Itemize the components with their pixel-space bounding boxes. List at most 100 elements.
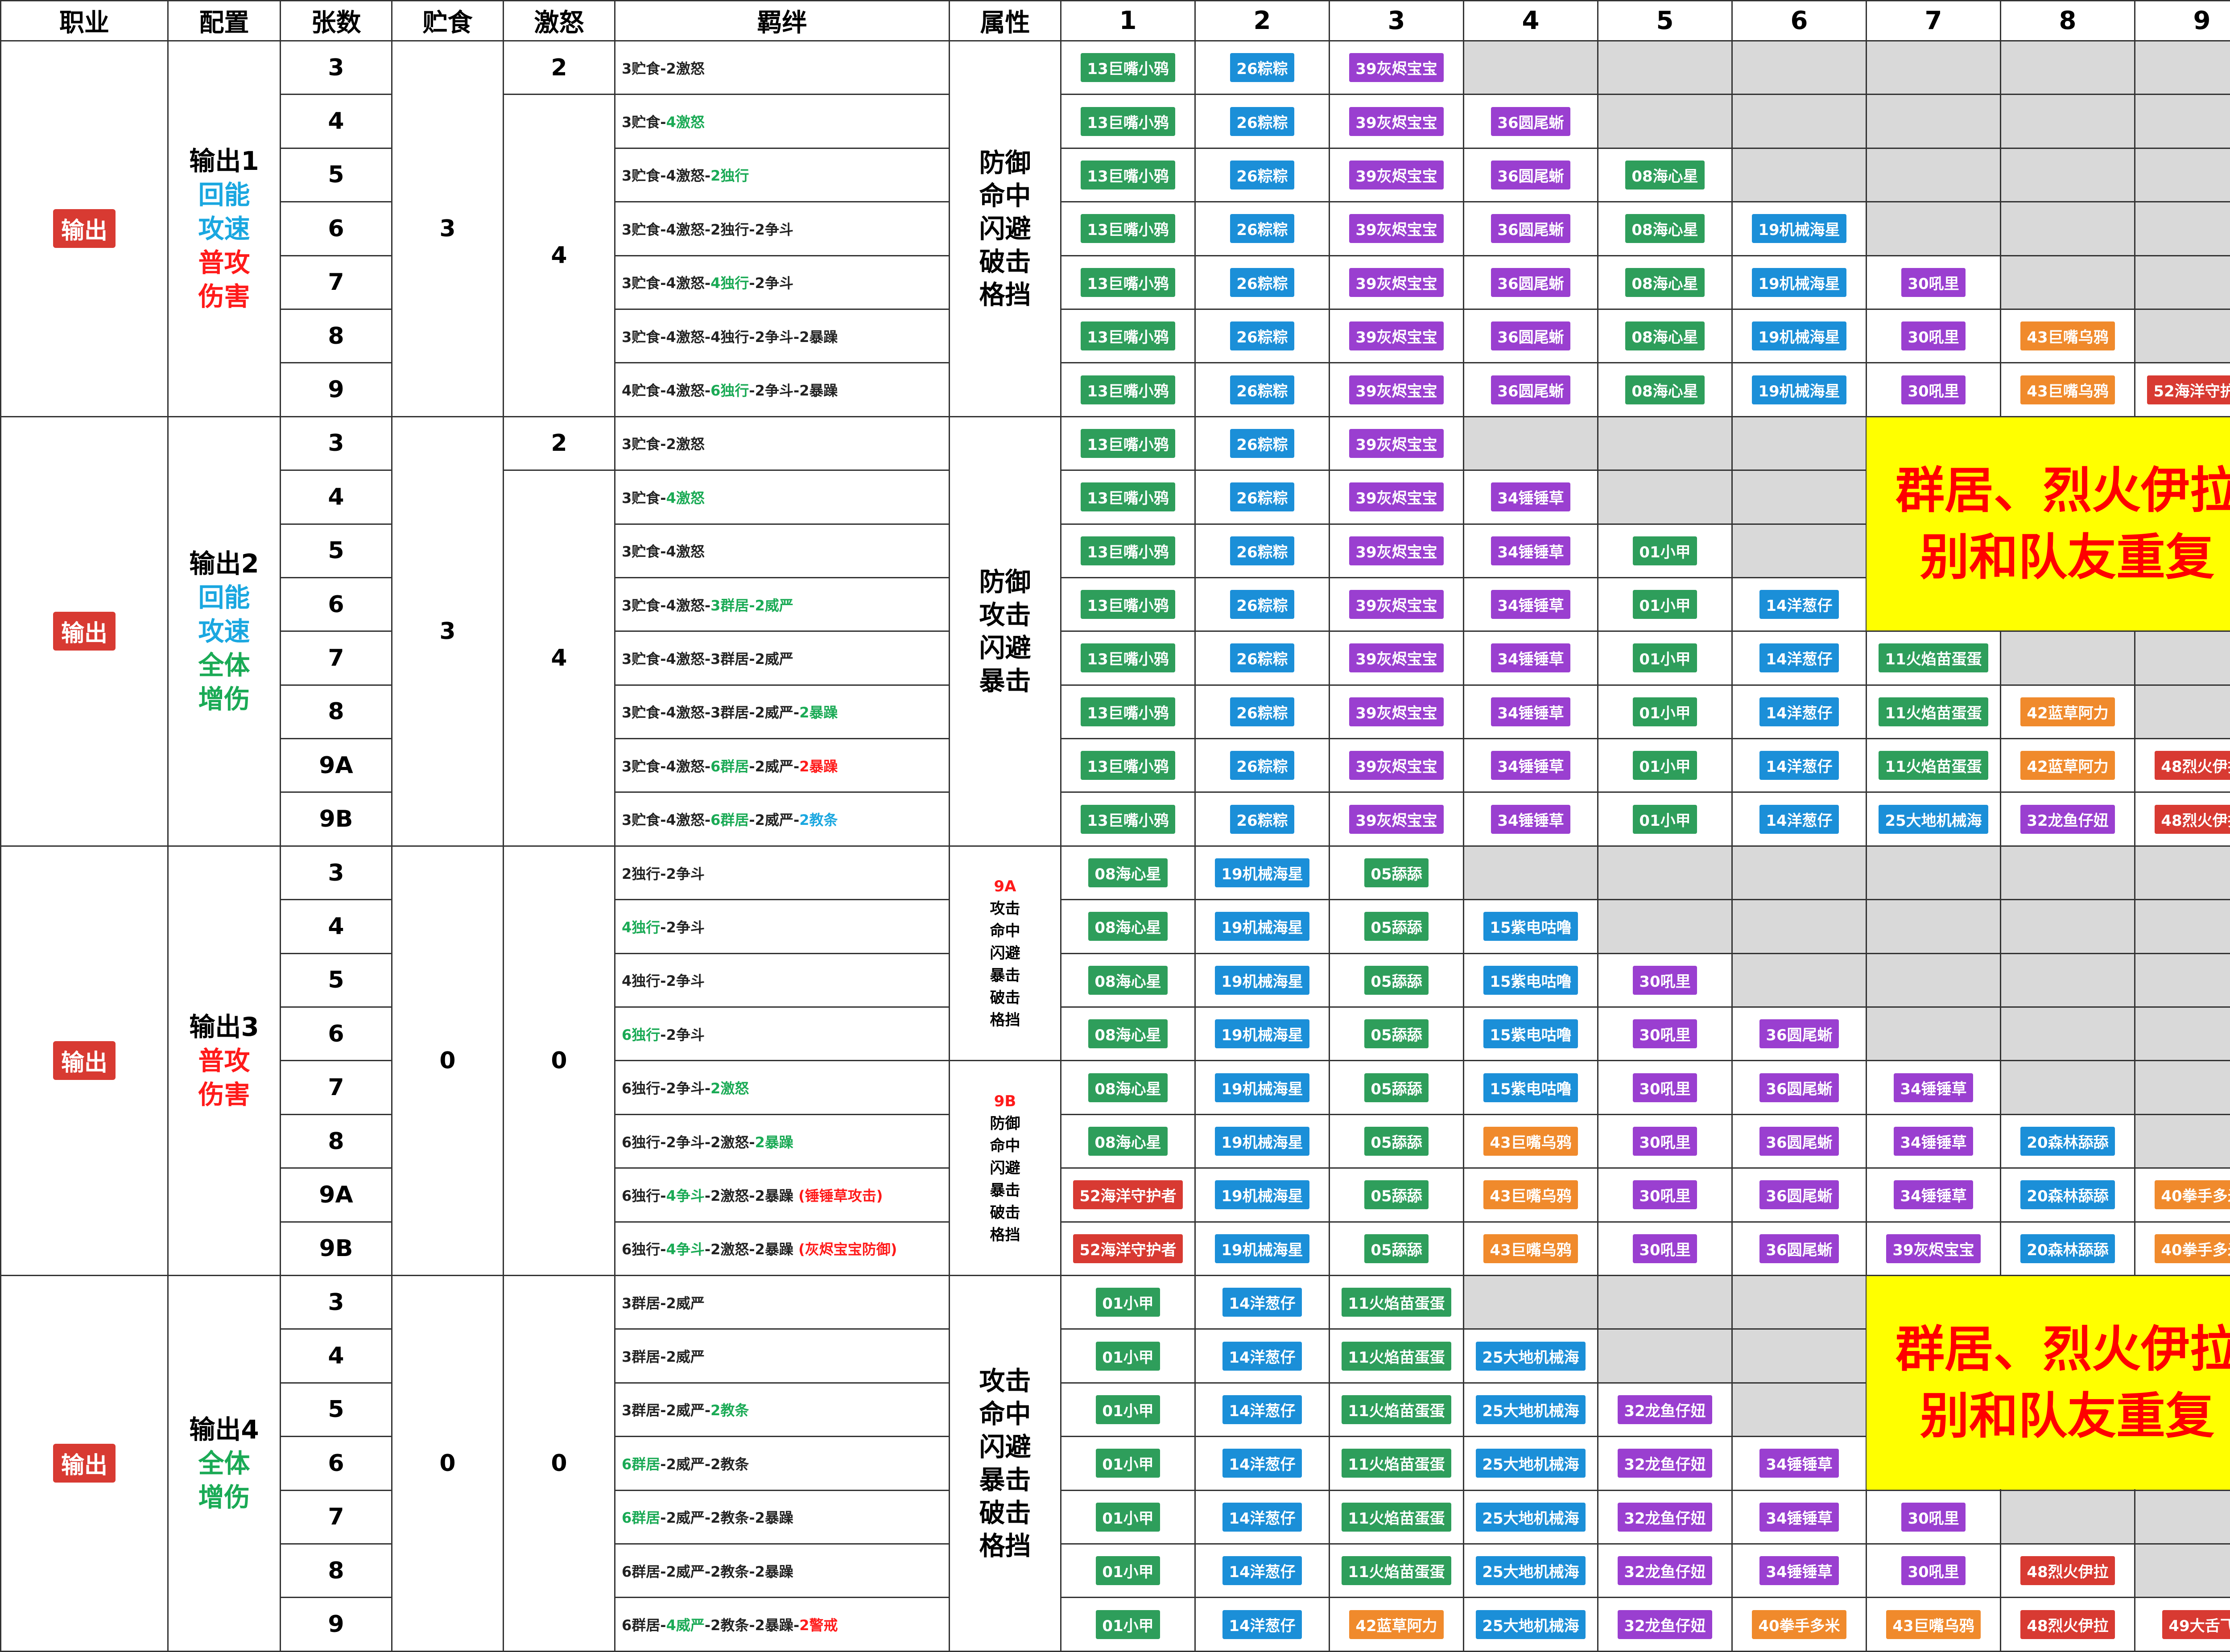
- unit-chip[interactable]: 39灰烬宝宝: [1349, 107, 1443, 136]
- unit-chip[interactable]: 36圆尾蜥: [1491, 214, 1570, 243]
- unit-chip[interactable]: 08海心星: [1088, 966, 1167, 995]
- unit-chip[interactable]: 14洋葱仔: [1759, 697, 1838, 726]
- unit-chip[interactable]: 26粽粽: [1230, 375, 1294, 404]
- unit-chip[interactable]: 39灰烬宝宝: [1349, 697, 1443, 726]
- unit-chip[interactable]: 05舔舔: [1364, 858, 1428, 887]
- unit-chip[interactable]: 30吼里: [1633, 1234, 1697, 1263]
- unit-chip[interactable]: 49大舌飞: [2162, 1610, 2230, 1639]
- unit-chip[interactable]: 11火焰苗蛋蛋: [1879, 697, 1988, 726]
- unit-chip[interactable]: 19机械海星: [1752, 321, 1846, 350]
- unit-chip[interactable]: 52海洋守护者: [1073, 1234, 1182, 1263]
- unit-chip[interactable]: 39灰烬宝宝: [1349, 429, 1443, 458]
- unit-chip[interactable]: 32龙鱼仔妞: [1618, 1449, 1712, 1478]
- unit-chip[interactable]: 30吼里: [1633, 1073, 1697, 1102]
- unit-chip[interactable]: 32龙鱼仔妞: [1618, 1395, 1712, 1424]
- unit-chip[interactable]: 15紫电咕噜: [1483, 966, 1578, 995]
- unit-chip[interactable]: 01小甲: [1633, 536, 1697, 565]
- unit-chip[interactable]: 08海心星: [1088, 912, 1167, 941]
- unit-chip[interactable]: 26粽粽: [1230, 107, 1294, 136]
- unit-chip[interactable]: 34锤锤草: [1894, 1127, 1973, 1156]
- unit-chip[interactable]: 14洋葱仔: [1222, 1449, 1301, 1478]
- unit-chip[interactable]: 48烈火伊拉: [2020, 1610, 2114, 1639]
- unit-chip[interactable]: 01小甲: [1096, 1556, 1160, 1585]
- unit-chip[interactable]: 36圆尾蜥: [1491, 161, 1570, 190]
- unit-chip[interactable]: 11火焰苗蛋蛋: [1342, 1556, 1451, 1585]
- unit-chip[interactable]: 14洋葱仔: [1222, 1342, 1301, 1371]
- unit-chip[interactable]: 05舔舔: [1364, 1127, 1428, 1156]
- unit-chip[interactable]: 20森林舔舔: [2020, 1234, 2114, 1263]
- unit-chip[interactable]: 26粽粽: [1230, 697, 1294, 726]
- unit-chip[interactable]: 01小甲: [1633, 805, 1697, 834]
- unit-chip[interactable]: 42蓝草阿力: [1349, 1610, 1443, 1639]
- unit-chip[interactable]: 36圆尾蜥: [1491, 321, 1570, 350]
- unit-chip[interactable]: 39灰烬宝宝: [1349, 643, 1443, 672]
- unit-chip[interactable]: 30吼里: [1901, 1503, 1965, 1532]
- unit-chip[interactable]: 25大地机械海: [1476, 1342, 1585, 1371]
- unit-chip[interactable]: 08海心星: [1625, 321, 1704, 350]
- unit-chip[interactable]: 19机械海星: [1215, 1073, 1309, 1102]
- unit-chip[interactable]: 25大地机械海: [1476, 1395, 1585, 1424]
- unit-chip[interactable]: 13巨嘴小鸦: [1081, 643, 1175, 672]
- unit-chip[interactable]: 39灰烬宝宝: [1349, 590, 1443, 619]
- unit-chip[interactable]: 36圆尾蜥: [1759, 1234, 1838, 1263]
- unit-chip[interactable]: 36圆尾蜥: [1759, 1073, 1838, 1102]
- unit-chip[interactable]: 34锤锤草: [1491, 751, 1570, 780]
- unit-chip[interactable]: 01小甲: [1096, 1503, 1160, 1532]
- unit-chip[interactable]: 42蓝草阿力: [2020, 697, 2114, 726]
- unit-chip[interactable]: 43巨嘴乌鸦: [2020, 321, 2114, 350]
- unit-chip[interactable]: 13巨嘴小鸦: [1081, 321, 1175, 350]
- unit-chip[interactable]: 48烈火伊拉: [2020, 1556, 2114, 1585]
- unit-chip[interactable]: 08海心星: [1625, 375, 1704, 404]
- unit-chip[interactable]: 11火焰苗蛋蛋: [1342, 1342, 1451, 1371]
- unit-chip[interactable]: 15紫电咕噜: [1483, 1073, 1578, 1102]
- unit-chip[interactable]: 11火焰苗蛋蛋: [1879, 643, 1988, 672]
- unit-chip[interactable]: 13巨嘴小鸦: [1081, 590, 1175, 619]
- unit-chip[interactable]: 01小甲: [1633, 751, 1697, 780]
- unit-chip[interactable]: 13巨嘴小鸦: [1081, 697, 1175, 726]
- unit-chip[interactable]: 13巨嘴小鸦: [1081, 375, 1175, 404]
- unit-chip[interactable]: 26粽粽: [1230, 590, 1294, 619]
- unit-chip[interactable]: 05舔舔: [1364, 1073, 1428, 1102]
- unit-chip[interactable]: 39灰烬宝宝: [1349, 805, 1443, 834]
- unit-chip[interactable]: 01小甲: [1096, 1610, 1160, 1639]
- unit-chip[interactable]: 39灰烬宝宝: [1349, 536, 1443, 565]
- unit-chip[interactable]: 42蓝草阿力: [2020, 751, 2114, 780]
- unit-chip[interactable]: 14洋葱仔: [1222, 1503, 1301, 1532]
- unit-chip[interactable]: 08海心星: [1088, 858, 1167, 887]
- unit-chip[interactable]: 08海心星: [1088, 1019, 1167, 1048]
- unit-chip[interactable]: 32龙鱼仔妞: [1618, 1503, 1712, 1532]
- unit-chip[interactable]: 26粽粽: [1230, 751, 1294, 780]
- unit-chip[interactable]: 30吼里: [1901, 375, 1965, 404]
- unit-chip[interactable]: 01小甲: [1096, 1288, 1160, 1317]
- unit-chip[interactable]: 20森林舔舔: [2020, 1127, 2114, 1156]
- unit-chip[interactable]: 01小甲: [1096, 1395, 1160, 1424]
- unit-chip[interactable]: 48烈火伊拉: [2155, 805, 2230, 834]
- unit-chip[interactable]: 14洋葱仔: [1222, 1556, 1301, 1585]
- unit-chip[interactable]: 08海心星: [1625, 214, 1704, 243]
- unit-chip[interactable]: 36圆尾蜥: [1491, 107, 1570, 136]
- unit-chip[interactable]: 39灰烬宝宝: [1349, 214, 1443, 243]
- unit-chip[interactable]: 15紫电咕噜: [1483, 912, 1578, 941]
- unit-chip[interactable]: 14洋葱仔: [1222, 1395, 1301, 1424]
- unit-chip[interactable]: 15紫电咕噜: [1483, 1019, 1578, 1048]
- unit-chip[interactable]: 13巨嘴小鸦: [1081, 161, 1175, 190]
- unit-chip[interactable]: 26粽粽: [1230, 214, 1294, 243]
- unit-chip[interactable]: 14洋葱仔: [1759, 805, 1838, 834]
- unit-chip[interactable]: 43巨嘴乌鸦: [2020, 375, 2114, 404]
- unit-chip[interactable]: 34锤锤草: [1491, 643, 1570, 672]
- unit-chip[interactable]: 13巨嘴小鸦: [1081, 805, 1175, 834]
- unit-chip[interactable]: 26粽粽: [1230, 53, 1294, 82]
- unit-chip[interactable]: 34锤锤草: [1759, 1503, 1838, 1532]
- unit-chip[interactable]: 11火焰苗蛋蛋: [1342, 1503, 1451, 1532]
- unit-chip[interactable]: 19机械海星: [1215, 858, 1309, 887]
- unit-chip[interactable]: 39灰烬宝宝: [1349, 53, 1443, 82]
- unit-chip[interactable]: 11火焰苗蛋蛋: [1342, 1449, 1451, 1478]
- unit-chip[interactable]: 36圆尾蜥: [1759, 1180, 1838, 1209]
- unit-chip[interactable]: 13巨嘴小鸦: [1081, 214, 1175, 243]
- unit-chip[interactable]: 34锤锤草: [1894, 1073, 1973, 1102]
- unit-chip[interactable]: 20森林舔舔: [2020, 1180, 2114, 1209]
- unit-chip[interactable]: 25大地机械海: [1476, 1449, 1585, 1478]
- unit-chip[interactable]: 08海心星: [1088, 1127, 1167, 1156]
- unit-chip[interactable]: 25大地机械海: [1476, 1503, 1585, 1532]
- unit-chip[interactable]: 52海洋守护者: [1073, 1180, 1182, 1209]
